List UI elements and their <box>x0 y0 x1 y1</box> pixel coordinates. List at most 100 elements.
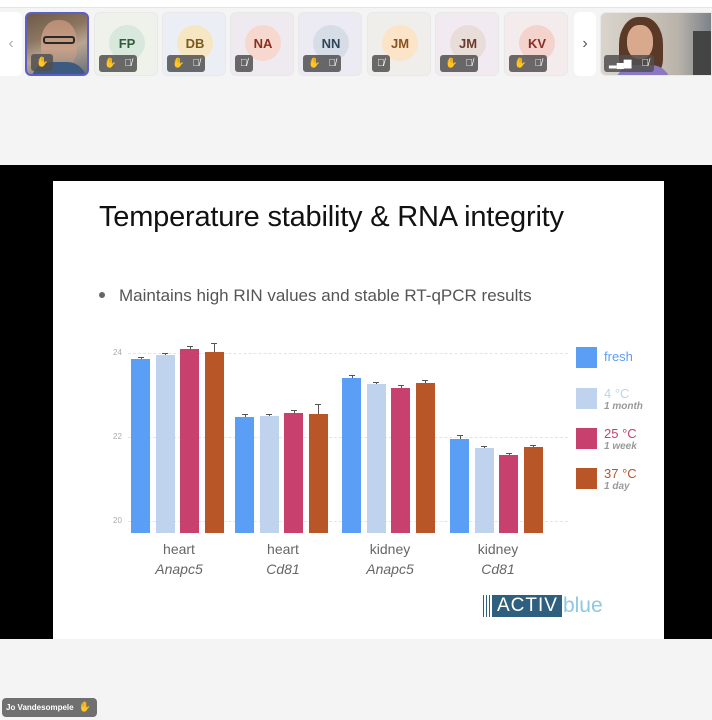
error-bar <box>214 342 215 353</box>
gene-label: Anapc5 <box>366 561 414 577</box>
x-category-label: kidney Cd81 <box>448 539 548 579</box>
legend-label: 4 °C <box>604 386 630 401</box>
tissue-label: kidney <box>369 541 411 557</box>
mic-off-icon: 🎙̸ <box>465 57 473 69</box>
error-cap <box>481 445 487 447</box>
error-cap <box>290 409 297 411</box>
chevron-right-icon: › <box>582 35 588 52</box>
bar <box>284 413 303 533</box>
bar-chart: 20 22 24 heart Anapc5 heart Cd81 kidney Anapc5 ki… <box>53 181 664 639</box>
participant-tile[interactable]: FP ✋ 🎙̸ <box>94 12 158 76</box>
scroll-right-button[interactable]: › <box>574 12 596 76</box>
error-cap <box>315 404 321 406</box>
raised-hand-icon: ✋ <box>514 57 527 69</box>
legend-label: fresh <box>604 349 633 364</box>
participant-tile[interactable]: NA 🎙̸ <box>230 12 294 76</box>
gridline <box>128 353 568 354</box>
bar <box>131 359 150 533</box>
error-cap <box>162 353 168 354</box>
tile-status-bar: ✋ 🎙̸ <box>303 55 341 72</box>
mic-off-icon: 🎙̸ <box>377 57 385 69</box>
error-bar <box>459 435 461 440</box>
error-bar <box>376 381 377 385</box>
error-cap <box>373 381 379 383</box>
bar <box>499 455 518 533</box>
bullet-dot <box>99 291 105 298</box>
tile-status-bar: ✋ 🎙̸ <box>440 55 478 72</box>
participant-tile[interactable]: JM ✋ 🎙̸ <box>435 12 499 76</box>
participant-tile[interactable]: ✋ <box>25 12 89 76</box>
mic-off-icon: 🎙̸ <box>328 57 336 69</box>
bar <box>391 387 410 533</box>
x-category-label: heart Anapc5 <box>129 539 229 579</box>
participant-tile[interactable]: KV ✋ 🎙̸ <box>504 12 568 76</box>
speaker-name: Jo Vandesompele <box>6 703 74 712</box>
bar <box>474 447 494 533</box>
tile-status-bar: ✋ 🎙̸ <box>167 55 205 72</box>
participant-tile[interactable]: NN ✋ 🎙̸ <box>298 12 362 76</box>
tile-status-bar: 🎙̸ <box>372 55 390 72</box>
logo-part-blue: blue <box>562 594 603 617</box>
error-cap <box>186 345 193 347</box>
glasses <box>43 36 75 44</box>
raised-hand-icon: ✋ <box>172 57 185 69</box>
legend-label: 37 °C <box>604 466 637 481</box>
error-bar <box>400 385 402 388</box>
logo-lines-icon <box>483 595 493 617</box>
legend-sublabel: 1 month <box>604 401 643 412</box>
mic-off-icon: 🎙̸ <box>534 57 542 69</box>
y-tick-label: 20 <box>113 516 122 525</box>
participant-tile[interactable]: JM 🎙̸ <box>367 12 431 76</box>
shared-screen-stage: Temperature stability & RNA integrity Ma… <box>0 165 712 639</box>
legend-swatch <box>576 428 597 449</box>
legend-swatch <box>576 388 597 409</box>
mic-off-icon: 🎙̸ <box>192 57 200 69</box>
legend-swatch <box>576 347 597 368</box>
activblue-logo: ACTIV blue <box>483 595 603 617</box>
bar <box>180 348 199 533</box>
error-bar <box>351 375 353 379</box>
error-cap <box>530 444 536 446</box>
x-category-label: kidney Anapc5 <box>340 539 440 579</box>
slide-bullet: Maintains high RIN values and stable RT-… <box>99 286 532 306</box>
error-bar <box>425 379 426 383</box>
tile-status-bar: ✋ 🎙̸ <box>509 55 547 72</box>
participant-tile[interactable]: DB ✋ 🎙̸ <box>162 12 226 76</box>
y-tick-label: 24 <box>113 348 122 357</box>
scroll-left-button[interactable]: ‹ <box>0 12 22 76</box>
slide-title: Temperature stability & RNA integrity <box>99 201 564 233</box>
tile-status-bar: ✋ 🎙̸ <box>99 55 137 72</box>
mic-off-icon: 🎙̸ <box>641 57 649 69</box>
error-cap <box>505 452 512 454</box>
mic-off-icon: 🎙̸ <box>124 57 132 69</box>
tile-status-bar: ▂▄▆ 🎙̸ <box>604 55 654 72</box>
bar <box>523 447 543 533</box>
error-cap <box>266 413 272 415</box>
error-bar <box>318 404 319 414</box>
chevron-left-icon: ‹ <box>8 35 14 52</box>
bar <box>415 382 435 533</box>
tissue-label: kidney <box>477 541 519 557</box>
bar <box>259 416 279 533</box>
error-cap <box>348 375 355 377</box>
error-cap <box>456 435 463 437</box>
tissue-label: heart <box>267 541 299 557</box>
bar <box>342 378 361 533</box>
bar <box>308 413 328 533</box>
x-category-label: heart Cd81 <box>233 539 333 579</box>
bar <box>450 439 469 533</box>
bar <box>235 416 254 533</box>
error-cap <box>241 414 248 416</box>
spotlight-video-tile[interactable]: ▂▄▆ 🎙̸ <box>600 12 712 76</box>
bar <box>204 352 224 533</box>
tissue-label: heart <box>163 541 195 557</box>
bar <box>155 355 175 533</box>
error-bar <box>140 357 142 360</box>
error-bar <box>484 445 485 448</box>
error-cap <box>422 379 428 381</box>
legend-label: 25 °C <box>604 426 637 441</box>
speaker-name-tag: Jo Vandesompele ✋ <box>2 698 98 717</box>
presentation-slide: Temperature stability & RNA integrity Ma… <box>53 181 664 639</box>
gene-label: Anapc5 <box>155 561 203 577</box>
gene-label: Cd81 <box>266 561 300 577</box>
